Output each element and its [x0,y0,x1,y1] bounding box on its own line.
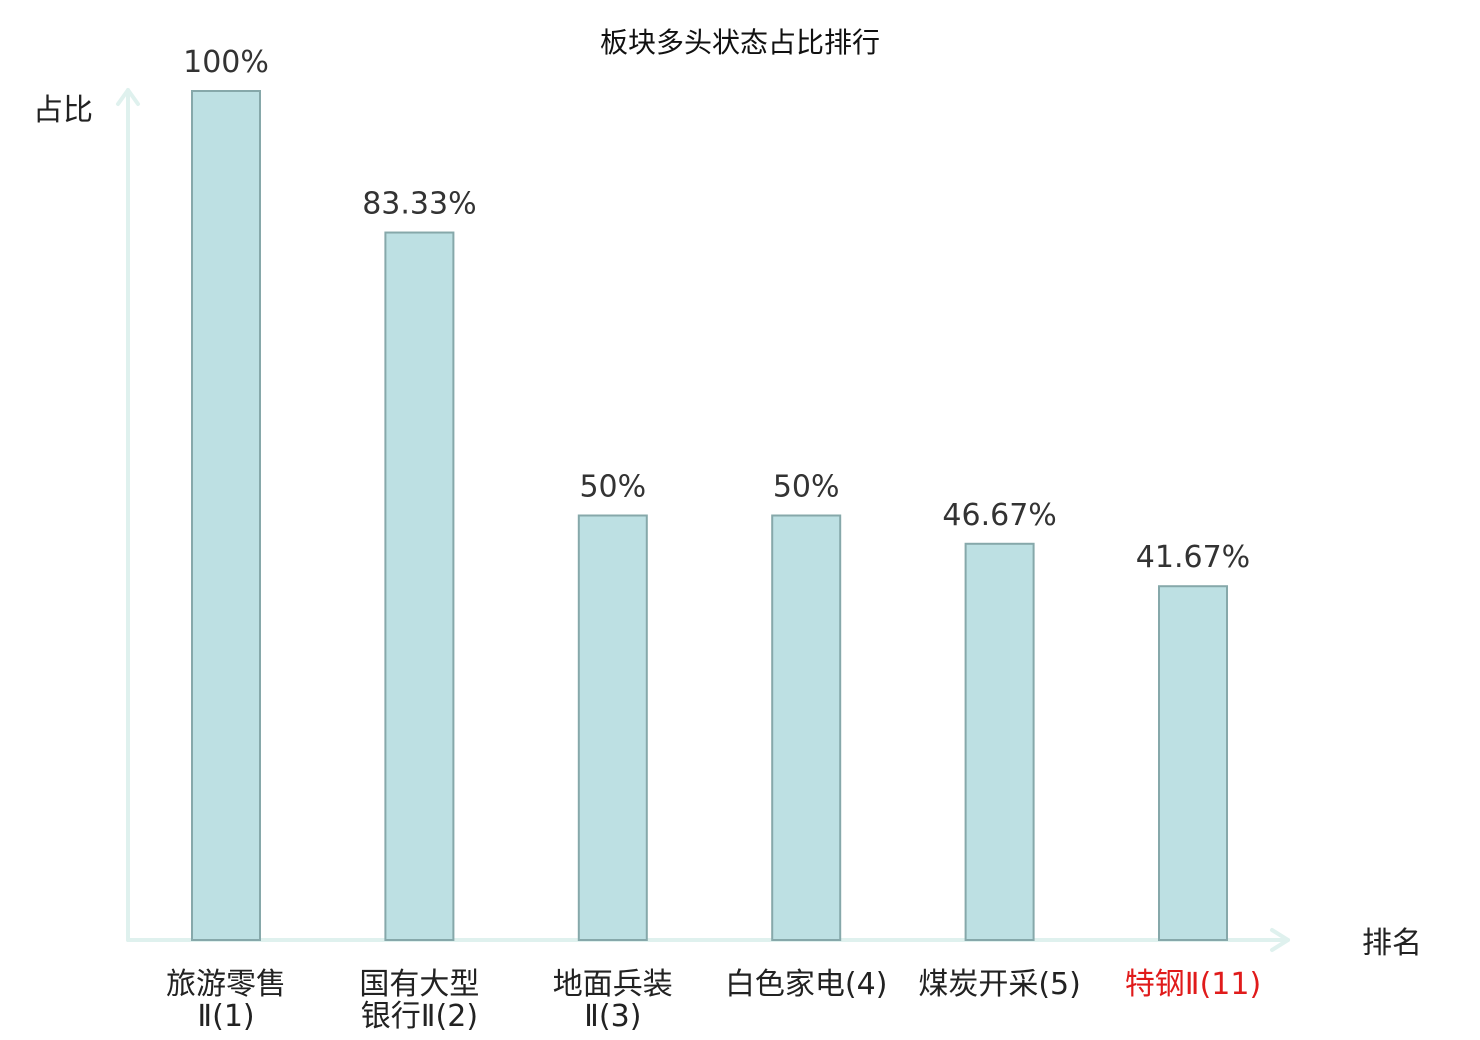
category-label-2-line-2: 银行Ⅱ(2) [361,999,478,1034]
category-label-3-line-2: Ⅱ(3) [584,999,641,1034]
category-label-3-line-1: 地面兵装 [553,967,673,1002]
chart-title: 板块多头状态占比排行 [600,26,880,59]
bar-4 [771,514,842,941]
category-label-6: 特钢Ⅱ(11) [1125,967,1261,1002]
value-label-1: 100% [183,45,269,80]
value-label-4: 50% [773,470,840,505]
bar-6 [1158,585,1228,941]
value-labels-group: 100% 83.33% 50% 50% 46.67% 41.67% [183,45,1250,575]
bar-1 [191,90,261,941]
category-label-1-line-2: Ⅱ(1) [197,999,254,1034]
bars-group [191,90,1228,942]
value-label-3: 50% [579,470,646,505]
bar-5 [964,542,1035,942]
value-label-6: 41.67% [1136,540,1250,575]
x-axis-label: 排名 [1362,926,1422,961]
bar-2 [384,231,455,941]
category-label-2-line-1: 国有大型 [359,967,479,1002]
x-axis-arrow [1270,928,1290,952]
category-label-5: 煤炭开采(5) [918,967,1081,1002]
value-label-5: 46.67% [942,498,1056,533]
value-label-2: 83.33% [362,187,476,222]
category-label-4: 白色家电(4) [725,967,888,1002]
y-axis-label: 占比 [33,93,93,128]
category-label-1-line-1: 旅游零售 [166,967,286,1002]
bar-3 [577,514,648,941]
